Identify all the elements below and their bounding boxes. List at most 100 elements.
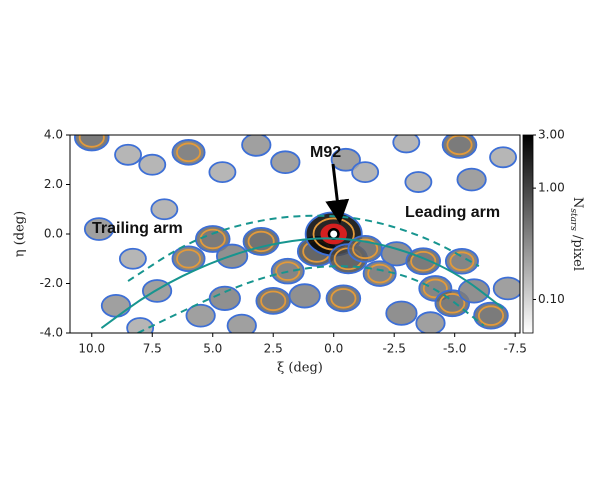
x-tick-label: 7.5 [143,342,162,356]
density-blob [171,245,206,273]
contour [444,247,479,275]
density-blob [114,143,142,166]
density-cell [393,135,420,153]
contour [441,135,478,159]
colorbar [522,134,534,334]
x-tick-label: 0.0 [324,342,343,356]
contour [449,251,475,272]
density-cell [457,168,486,191]
annotation-leading: Leading arm [405,204,500,221]
contour [446,135,473,156]
density-blob [489,146,517,169]
contour [242,226,280,256]
plot-area [74,135,520,333]
stream-track [100,237,504,329]
colorbar-tick-label: 0.10 [538,292,565,306]
density-blob [351,161,380,184]
density-blob [118,247,147,270]
y-tick-label: -2.0 [40,276,63,290]
x-tick-label: 10.0 [78,342,105,356]
contour [270,150,301,175]
contour [150,198,179,221]
density-cell [74,135,109,151]
y-tick-label: -4.0 [40,326,63,340]
density-blob [100,293,132,318]
density-cell [139,154,166,175]
contour [241,135,272,157]
contour [141,279,173,303]
colorbar-tick-label: 3.00 [538,128,565,142]
contour [114,143,142,166]
colorbar-tick-label: 1.00 [538,181,565,195]
density-cell [490,147,517,168]
contour [325,284,362,313]
density-blob [404,171,433,193]
contour [392,135,421,154]
contour [226,313,257,333]
density-blob [385,300,418,326]
density-blob [208,285,241,311]
contour [270,257,305,285]
contour [489,146,517,169]
contour [208,161,237,184]
density-blob [171,139,206,166]
colorbar-label-sub: stars [569,208,579,231]
x-tick-label: 2.5 [264,342,283,356]
contour [288,283,321,309]
contour [410,250,437,272]
density-cell [386,301,417,325]
density-blob [83,217,115,241]
density-cell [209,286,241,311]
contour [74,135,110,152]
density-cell [115,144,142,165]
density-cell [127,318,154,333]
contour [260,290,287,312]
contour [185,303,216,328]
density-blob [473,301,509,330]
contour [477,305,505,326]
density-cell [331,148,361,171]
density-blob [226,313,257,333]
density-blob [330,147,361,172]
density-blob [270,150,301,175]
density-blob [185,303,216,328]
density-blob [74,135,110,152]
contour [275,261,301,281]
density-blob [138,153,167,176]
density-cell [416,312,445,333]
density-cell [209,162,236,183]
colorbar-label-base: N [571,197,586,208]
density-blob [255,286,291,315]
density-blob [362,260,397,287]
contour [457,278,491,304]
density-cell [352,162,379,183]
density-blob [444,247,479,275]
density-cell [227,314,256,333]
contour [247,230,275,253]
y-tick-label: 4.0 [44,128,63,142]
contour [78,135,105,148]
contour [362,260,397,287]
contour [83,217,115,241]
density-cell [381,242,412,266]
colorbar-label: Nstars /pixel [569,197,586,271]
contour [456,167,487,192]
contour [422,278,448,299]
colorbar-label-rest: /pixel [571,231,586,271]
y-tick-label: 0.0 [44,227,63,241]
contour [434,289,471,318]
x-tick-label: 5.0 [203,342,222,356]
density-blob [241,135,272,157]
density-blob [208,161,237,184]
contour [215,243,249,269]
cluster-center [330,230,338,238]
contour [385,300,418,326]
contour [405,247,441,276]
contour [176,142,202,163]
y-tick-label: 2.0 [44,177,63,191]
stream-track [137,265,485,333]
density-cell [119,248,146,269]
contour [439,293,466,314]
density-cell [84,218,114,240]
contour [171,245,206,273]
